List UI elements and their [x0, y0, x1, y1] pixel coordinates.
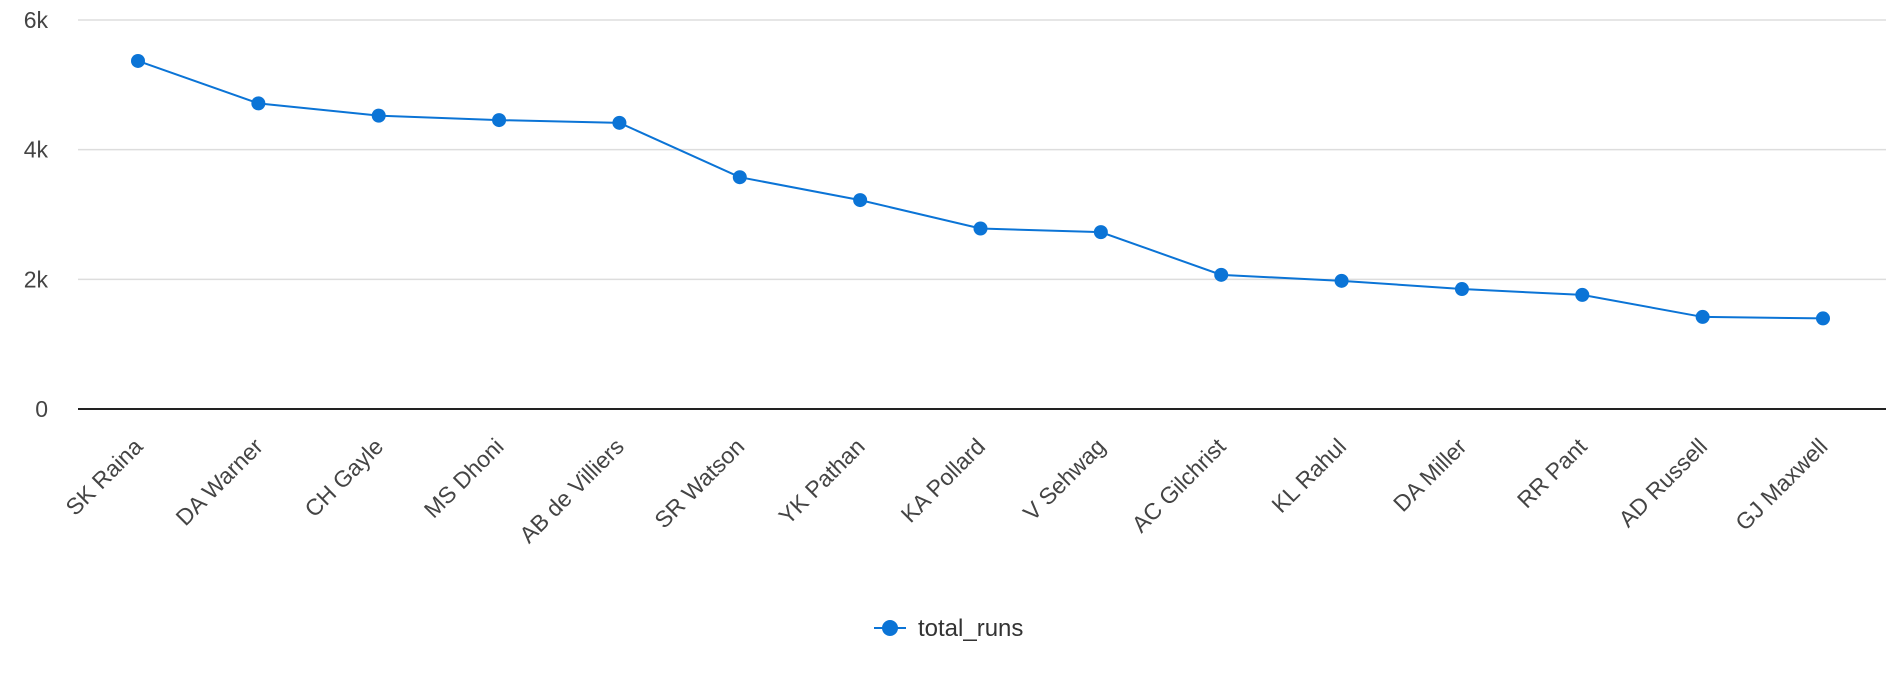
x-tick-label: SK Raina	[60, 433, 147, 520]
data-point[interactable]	[1816, 311, 1830, 326]
x-tick-label: KA Pollard	[896, 433, 990, 527]
data-point[interactable]	[732, 170, 747, 185]
data-point[interactable]	[1695, 309, 1710, 324]
x-tick-label: AD Russell	[1613, 433, 1712, 532]
data-point[interactable]	[131, 53, 145, 68]
y-tick-label: 6k	[24, 7, 49, 33]
x-tick-label: KL Rahul	[1266, 433, 1351, 518]
x-tick-label: CH Gayle	[299, 433, 388, 522]
data-point[interactable]	[1334, 273, 1349, 288]
data-point[interactable]	[612, 115, 627, 130]
x-tick-label: RR Pant	[1512, 433, 1592, 513]
data-point[interactable]	[1454, 282, 1469, 297]
x-tick-label: GJ Maxwell	[1730, 433, 1832, 535]
legend[interactable]: total_runs	[874, 615, 1023, 642]
data-point[interactable]	[973, 221, 988, 236]
data-point[interactable]	[1575, 287, 1590, 302]
y-tick-label: 2k	[24, 266, 49, 292]
x-tick-label: DA Warner	[171, 433, 269, 531]
x-tick-label: MS Dhoni	[419, 433, 509, 523]
x-tick-label: V Sehwag	[1018, 433, 1111, 526]
legend-dot-marker	[882, 620, 898, 636]
data-point[interactable]	[492, 113, 507, 128]
data-point[interactable]	[1214, 267, 1229, 282]
x-tick-label: AC Gilchrist	[1127, 433, 1232, 538]
x-tick-label: AB de Villiers	[514, 433, 629, 548]
legend-label: total_runs	[918, 615, 1023, 642]
x-axis-ticks: SK Raina DA Warner CH Gayle MS Dhoni AB de V…	[60, 433, 1832, 548]
grid-layer	[78, 19, 1886, 410]
data-point[interactable]	[251, 96, 266, 111]
data-point[interactable]	[1093, 225, 1108, 240]
x-tick-label: YK Pathan	[774, 433, 870, 529]
x-tick-label: DA Miller	[1388, 433, 1472, 517]
data-point[interactable]	[853, 193, 868, 208]
series-layer	[131, 53, 1830, 326]
y-tick-label: 0	[35, 396, 48, 422]
y-tick-label: 4k	[24, 137, 49, 163]
x-tick-label: SR Watson	[649, 433, 749, 533]
data-point[interactable]	[371, 108, 386, 123]
y-axis-ticks: 0 2k 4k 6k	[24, 7, 49, 422]
